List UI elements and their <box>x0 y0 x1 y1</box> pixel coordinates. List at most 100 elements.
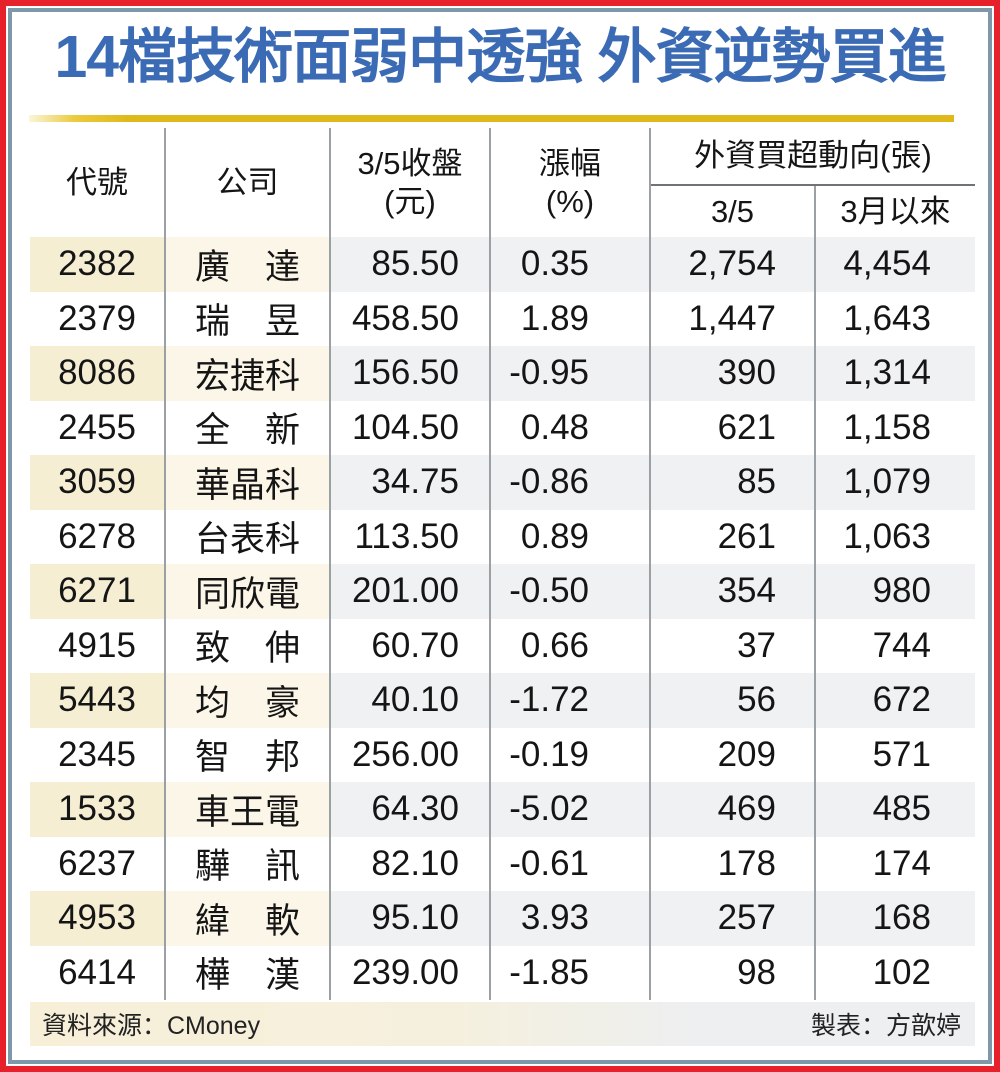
cell-close: 60.70 <box>330 618 491 673</box>
cell-day: 2,754 <box>650 237 816 292</box>
header-close-line2: (元) <box>384 183 436 219</box>
infographic-content: 14檔技術面弱中透強 外資逆勢買進 代號 公司 3/5收盤 (元) <box>8 8 992 1064</box>
cell-close: 156.50 <box>330 346 491 401</box>
cell-close: 113.50 <box>330 509 491 564</box>
cell-close: 64.30 <box>330 782 491 837</box>
cell-company: 均 豪 <box>165 673 331 728</box>
cell-code: 2379 <box>30 291 166 346</box>
cell-day: 621 <box>650 400 816 455</box>
cell-company: 車王電 <box>165 782 331 837</box>
gold-divider <box>29 115 954 122</box>
source-note: 資料來源：CMoney <box>42 1012 261 1040</box>
cell-day: 56 <box>650 673 816 728</box>
table-header: 代號 公司 3/5收盤 (元) 漲幅 (%) 外資買超動向(張) 3/5 3月以… <box>30 128 975 237</box>
cell-month: 1,158 <box>843 407 931 447</box>
cell-day: 261 <box>650 509 816 564</box>
cell-close: 239.00 <box>330 945 491 1000</box>
table-row: 6414 樺 漢 239.00 -1.85 98 102 <box>30 945 975 1000</box>
cell-code: 5443 <box>30 673 166 728</box>
header-change-line2: (%) <box>545 183 595 219</box>
cell-close: 34.75 <box>330 455 491 510</box>
cell-company: 台表科 <box>165 509 331 564</box>
cell-month: 1,063 <box>843 516 931 556</box>
cell-change: 0.48 <box>490 400 651 455</box>
cell-month: 980 <box>815 564 975 619</box>
cell-month: 1,314 <box>815 346 975 401</box>
cell-code: 6237 <box>30 836 166 891</box>
cell-code: 6278 <box>30 509 166 564</box>
cell-change: -0.86 <box>490 455 651 510</box>
cell-day: 85 <box>650 455 816 510</box>
cell-day: 1,447 <box>650 291 816 346</box>
cell-month: 174 <box>872 843 931 883</box>
table-row: 2345 智 邦 256.00 -0.19 209 571 <box>30 727 975 782</box>
table-row: 6237 驊 訊 82.10 -0.61 178 174 <box>30 836 975 891</box>
table-row: 8086 宏捷科 156.50 -0.95 390 1,314 <box>30 346 975 401</box>
header-foreign-month: 3月以來 <box>840 193 951 229</box>
header-foreign-day: 3/5 <box>650 185 816 237</box>
table-body: 2382 廣 達 85.50 0.35 2,754 4,454 2379 瑞 昱 458.50 1… <box>30 237 975 1000</box>
header-close: 3/5收盤 (元) <box>330 128 491 237</box>
cell-change: 0.89 <box>490 509 651 564</box>
header-foreign-group: 外資買超動向(張) <box>650 128 975 186</box>
cell-code: 6271 <box>30 564 166 619</box>
table-row: 2382 廣 達 85.50 0.35 2,754 4,454 <box>30 237 975 292</box>
cell-company: 瑞 昱 <box>165 291 331 346</box>
cell-change: 3.93 <box>490 891 651 946</box>
stock-table: 代號 公司 3/5收盤 (元) 漲幅 (%) 外資買超動向(張) 3/5 3月以… <box>30 128 975 1000</box>
cell-day: 354 <box>650 564 816 619</box>
cell-month: 1,079 <box>815 455 975 510</box>
cell-month: 672 <box>815 673 975 728</box>
cell-code: 3059 <box>30 455 166 510</box>
cell-change: 1.89 <box>490 291 651 346</box>
cell-change: -0.61 <box>490 836 651 891</box>
table-row: 4915 致 伸 60.70 0.66 37 744 <box>30 618 975 673</box>
table-row: 2379 瑞 昱 458.50 1.89 1,447 1,643 <box>30 291 975 346</box>
cell-close: 201.00 <box>330 564 491 619</box>
cell-close: 40.10 <box>330 673 491 728</box>
cell-code: 4915 <box>30 618 166 673</box>
cell-company: 致 伸 <box>165 618 331 673</box>
cell-company: 樺 漢 <box>165 945 331 1000</box>
cell-month: 4,454 <box>815 237 975 292</box>
cell-close: 85.50 <box>330 237 491 292</box>
cell-change: -5.02 <box>490 782 651 837</box>
cell-company: 智 邦 <box>165 727 331 782</box>
cell-company: 全 新 <box>165 400 331 455</box>
cell-code: 2345 <box>30 727 166 782</box>
cell-code: 4953 <box>30 891 166 946</box>
cell-day: 178 <box>650 836 816 891</box>
cell-month: 571 <box>872 734 931 774</box>
cell-code: 1533 <box>30 782 166 837</box>
cell-close: 95.10 <box>330 891 491 946</box>
cell-company: 宏捷科 <box>165 346 331 401</box>
footer-bar: 資料來源：CMoney 製表：方歆婷 <box>30 1002 975 1046</box>
cell-code: 2455 <box>30 400 166 455</box>
table-row: 5443 均 豪 40.10 -1.72 56 672 <box>30 673 975 728</box>
header-code: 代號 <box>30 128 166 237</box>
cell-day: 257 <box>650 891 816 946</box>
cell-company: 廣 達 <box>165 237 331 292</box>
cell-day: 98 <box>650 945 816 1000</box>
cell-month: 485 <box>815 782 975 837</box>
cell-month: 168 <box>815 891 975 946</box>
cell-close: 458.50 <box>330 291 491 346</box>
cell-close: 256.00 <box>330 727 491 782</box>
table-row: 6278 台表科 113.50 0.89 261 1,063 <box>30 509 975 564</box>
header-change-line1: 漲幅 <box>539 146 601 182</box>
cell-day: 390 <box>650 346 816 401</box>
cell-change: -1.72 <box>490 673 651 728</box>
cell-code: 2382 <box>30 237 166 292</box>
cell-change: -0.19 <box>490 727 651 782</box>
table-row: 2455 全 新 104.50 0.48 621 1,158 <box>30 400 975 455</box>
cell-company: 華晶科 <box>165 455 331 510</box>
header-company: 公司 <box>165 128 331 237</box>
table-row: 1533 車王電 64.30 -5.02 469 485 <box>30 782 975 837</box>
cell-change: -0.50 <box>490 564 651 619</box>
cell-change: 0.66 <box>490 618 651 673</box>
header-close-line1: 3/5收盤 <box>357 146 463 182</box>
cell-code: 8086 <box>30 346 166 401</box>
cell-change: -1.85 <box>490 945 651 1000</box>
cell-day: 37 <box>650 618 816 673</box>
